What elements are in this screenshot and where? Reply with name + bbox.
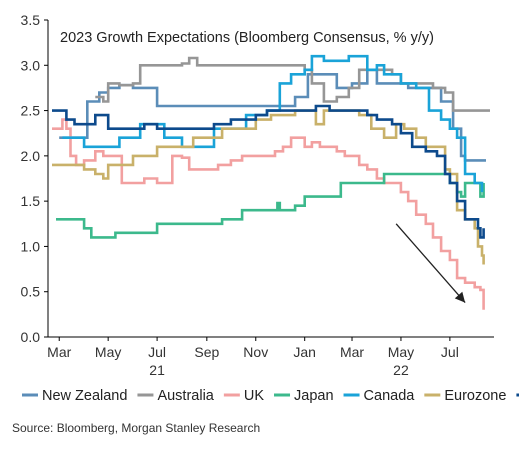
chart-title: 2023 Growth Expectations (Bloomberg Cons… (60, 30, 434, 46)
legend-label-australia: Australia (157, 388, 214, 404)
axes: 0.0 0.5 1.0 1.5 2.0 2.5 3.0 3.5 Mar May Jul Sep Nov J… (21, 12, 494, 378)
series-line-eurozone (52, 109, 485, 265)
plot-area (52, 54, 490, 310)
source-note: Source: Bloomberg, Morgan Stanley Resear… (12, 421, 260, 435)
x-year-label: 22 (393, 362, 409, 378)
series-line-australia (95, 56, 490, 112)
y-tick-label: 3.0 (21, 57, 41, 73)
legend-label-canada: Canada (364, 388, 416, 404)
x-tick-label: May (388, 344, 414, 360)
series-line-canada (62, 54, 484, 193)
legend-label-japan: Japan (294, 388, 334, 404)
trend-arrow-head (454, 291, 466, 303)
y-tick-label: 2.0 (21, 148, 41, 164)
legend: New Zealand Australia UK Japan Canada Eurozon… (22, 388, 519, 404)
x-tick-label: Jan (293, 344, 316, 360)
x-tick-label: Jul (441, 344, 459, 360)
x-tick-label: Mar (340, 344, 364, 360)
y-tick-label: 2.5 (21, 103, 41, 119)
x-year-label: 21 (149, 362, 165, 378)
y-tick-label: 0.5 (21, 284, 41, 300)
y-tick-label: 3.5 (21, 12, 41, 28)
x-tick-label: Mar (47, 344, 71, 360)
x-tick-label: Jul (148, 344, 166, 360)
y-tick-label: 1.5 (21, 193, 41, 209)
y-tick-label: 0.0 (21, 329, 41, 345)
x-tick-label: Nov (243, 344, 268, 360)
x-tick-label: Sep (194, 344, 219, 360)
series-line-us (52, 104, 485, 239)
series-line-japan (56, 172, 485, 239)
legend-label-eurozone: Eurozone (444, 388, 506, 404)
series-line-new-zealand (59, 68, 486, 162)
legend-label-uk: UK (244, 388, 264, 404)
trend-arrow-shaft (395, 223, 466, 304)
x-tick-label: May (95, 344, 121, 360)
series-line-uk (52, 118, 485, 310)
legend-label-new-zealand: New Zealand (42, 388, 127, 404)
y-tick-label: 1.0 (21, 238, 41, 254)
